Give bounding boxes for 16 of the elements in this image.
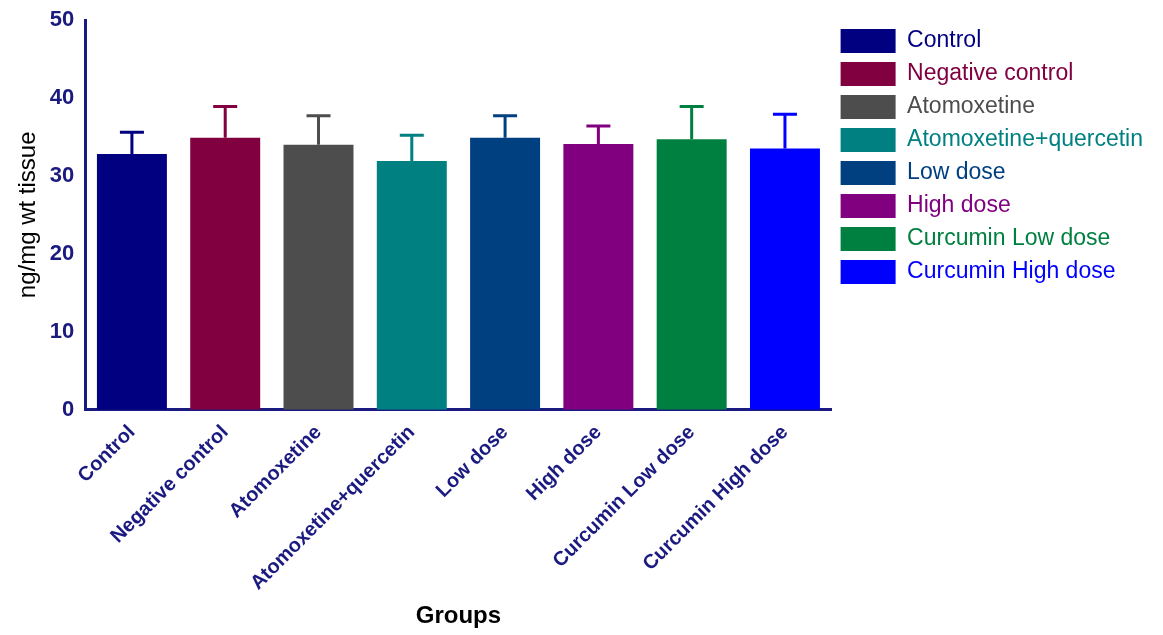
y-tick-label: 20 <box>49 239 75 265</box>
y-tick-label: 40 <box>49 84 75 109</box>
y-tick-label: 10 <box>49 317 75 343</box>
y-tick-label: 50 <box>49 6 75 32</box>
legend-label: Curcumin High dose <box>907 257 1116 284</box>
legend-label: Low dose <box>907 158 1006 185</box>
legend-label: Atomoxetine+quercetin <box>907 125 1144 152</box>
x-axis-title: Groups <box>415 601 502 629</box>
y-axis-title: ng/mg wt tissue <box>13 131 41 299</box>
legend-label: Atomoxetine <box>907 92 1035 119</box>
y-tick-label: 30 <box>49 161 75 187</box>
y-tick-label: 0 <box>62 395 75 421</box>
legend-label: Control <box>907 26 982 53</box>
legend-label: High dose <box>907 191 1011 218</box>
legend-label: Curcumin Low dose <box>907 224 1111 251</box>
legend-label: Negative control <box>907 59 1074 86</box>
